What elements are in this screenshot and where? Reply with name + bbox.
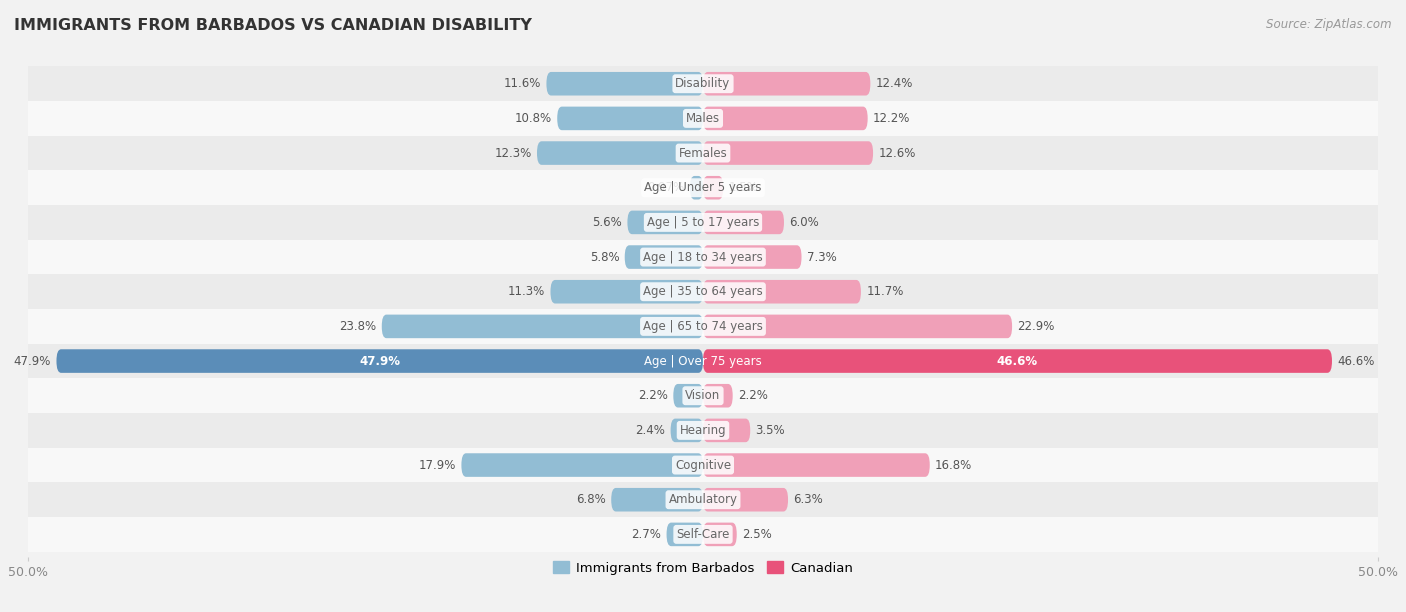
Bar (28, 378, 1378, 413)
FancyBboxPatch shape (703, 488, 787, 512)
FancyBboxPatch shape (627, 211, 703, 234)
FancyBboxPatch shape (537, 141, 703, 165)
Text: 17.9%: 17.9% (419, 458, 456, 472)
FancyBboxPatch shape (703, 315, 1012, 338)
Text: 1.5%: 1.5% (728, 181, 758, 194)
Text: 7.3%: 7.3% (807, 250, 837, 264)
FancyBboxPatch shape (703, 349, 1331, 373)
Bar (28, 170, 1378, 205)
FancyBboxPatch shape (382, 315, 703, 338)
FancyBboxPatch shape (703, 419, 751, 442)
Text: 47.9%: 47.9% (14, 354, 51, 368)
Text: 2.2%: 2.2% (638, 389, 668, 402)
Text: IMMIGRANTS FROM BARBADOS VS CANADIAN DISABILITY: IMMIGRANTS FROM BARBADOS VS CANADIAN DIS… (14, 18, 531, 34)
Text: 12.6%: 12.6% (879, 146, 915, 160)
FancyBboxPatch shape (461, 453, 703, 477)
Text: 23.8%: 23.8% (339, 320, 377, 333)
FancyBboxPatch shape (703, 245, 801, 269)
Text: 12.4%: 12.4% (876, 77, 912, 90)
Bar (28, 274, 1378, 309)
Text: Age | 35 to 64 years: Age | 35 to 64 years (643, 285, 763, 298)
FancyBboxPatch shape (703, 280, 860, 304)
FancyBboxPatch shape (551, 280, 703, 304)
Bar (28, 482, 1378, 517)
Text: Females: Females (679, 146, 727, 160)
Bar (28, 240, 1378, 274)
Bar (28, 205, 1378, 240)
FancyBboxPatch shape (703, 141, 873, 165)
FancyBboxPatch shape (703, 106, 868, 130)
FancyBboxPatch shape (703, 384, 733, 408)
Text: Age | 65 to 74 years: Age | 65 to 74 years (643, 320, 763, 333)
Text: 0.97%: 0.97% (647, 181, 685, 194)
Text: Disability: Disability (675, 77, 731, 90)
Bar (28, 101, 1378, 136)
Text: Hearing: Hearing (679, 424, 727, 437)
FancyBboxPatch shape (673, 384, 703, 408)
Text: Age | 18 to 34 years: Age | 18 to 34 years (643, 250, 763, 264)
Bar (28, 136, 1378, 170)
Text: 5.8%: 5.8% (589, 250, 619, 264)
Text: Age | Under 5 years: Age | Under 5 years (644, 181, 762, 194)
Text: 12.3%: 12.3% (495, 146, 531, 160)
FancyBboxPatch shape (703, 523, 737, 546)
Text: Males: Males (686, 112, 720, 125)
Text: 2.4%: 2.4% (636, 424, 665, 437)
Text: 3.5%: 3.5% (755, 424, 786, 437)
Text: Age | Over 75 years: Age | Over 75 years (644, 354, 762, 368)
Legend: Immigrants from Barbados, Canadian: Immigrants from Barbados, Canadian (548, 556, 858, 580)
FancyBboxPatch shape (612, 488, 703, 512)
Text: 2.7%: 2.7% (631, 528, 661, 541)
FancyBboxPatch shape (703, 211, 785, 234)
Bar (28, 448, 1378, 482)
FancyBboxPatch shape (666, 523, 703, 546)
FancyBboxPatch shape (56, 349, 703, 373)
FancyBboxPatch shape (671, 419, 703, 442)
FancyBboxPatch shape (690, 176, 703, 200)
Text: Cognitive: Cognitive (675, 458, 731, 472)
Text: Self-Care: Self-Care (676, 528, 730, 541)
Text: 2.5%: 2.5% (742, 528, 772, 541)
Text: Age | 5 to 17 years: Age | 5 to 17 years (647, 216, 759, 229)
Text: Source: ZipAtlas.com: Source: ZipAtlas.com (1267, 18, 1392, 31)
Text: 46.6%: 46.6% (997, 354, 1038, 368)
Bar (28, 517, 1378, 552)
Text: 5.6%: 5.6% (592, 216, 621, 229)
Text: Vision: Vision (685, 389, 721, 402)
Text: 11.3%: 11.3% (508, 285, 546, 298)
Text: 10.8%: 10.8% (515, 112, 551, 125)
Text: 11.7%: 11.7% (866, 285, 904, 298)
FancyBboxPatch shape (624, 245, 703, 269)
Text: Ambulatory: Ambulatory (668, 493, 738, 506)
Bar (28, 413, 1378, 448)
Text: 6.3%: 6.3% (793, 493, 823, 506)
FancyBboxPatch shape (703, 453, 929, 477)
Text: 11.6%: 11.6% (503, 77, 541, 90)
Text: 46.6%: 46.6% (1337, 354, 1375, 368)
Text: 2.2%: 2.2% (738, 389, 768, 402)
FancyBboxPatch shape (703, 72, 870, 95)
Text: 6.0%: 6.0% (789, 216, 820, 229)
Bar (28, 344, 1378, 378)
Text: 6.8%: 6.8% (576, 493, 606, 506)
Bar (28, 66, 1378, 101)
Bar (28, 309, 1378, 344)
FancyBboxPatch shape (703, 176, 723, 200)
FancyBboxPatch shape (547, 72, 703, 95)
Text: 47.9%: 47.9% (359, 354, 401, 368)
Text: 22.9%: 22.9% (1018, 320, 1054, 333)
Text: 16.8%: 16.8% (935, 458, 973, 472)
FancyBboxPatch shape (557, 106, 703, 130)
Text: 12.2%: 12.2% (873, 112, 911, 125)
